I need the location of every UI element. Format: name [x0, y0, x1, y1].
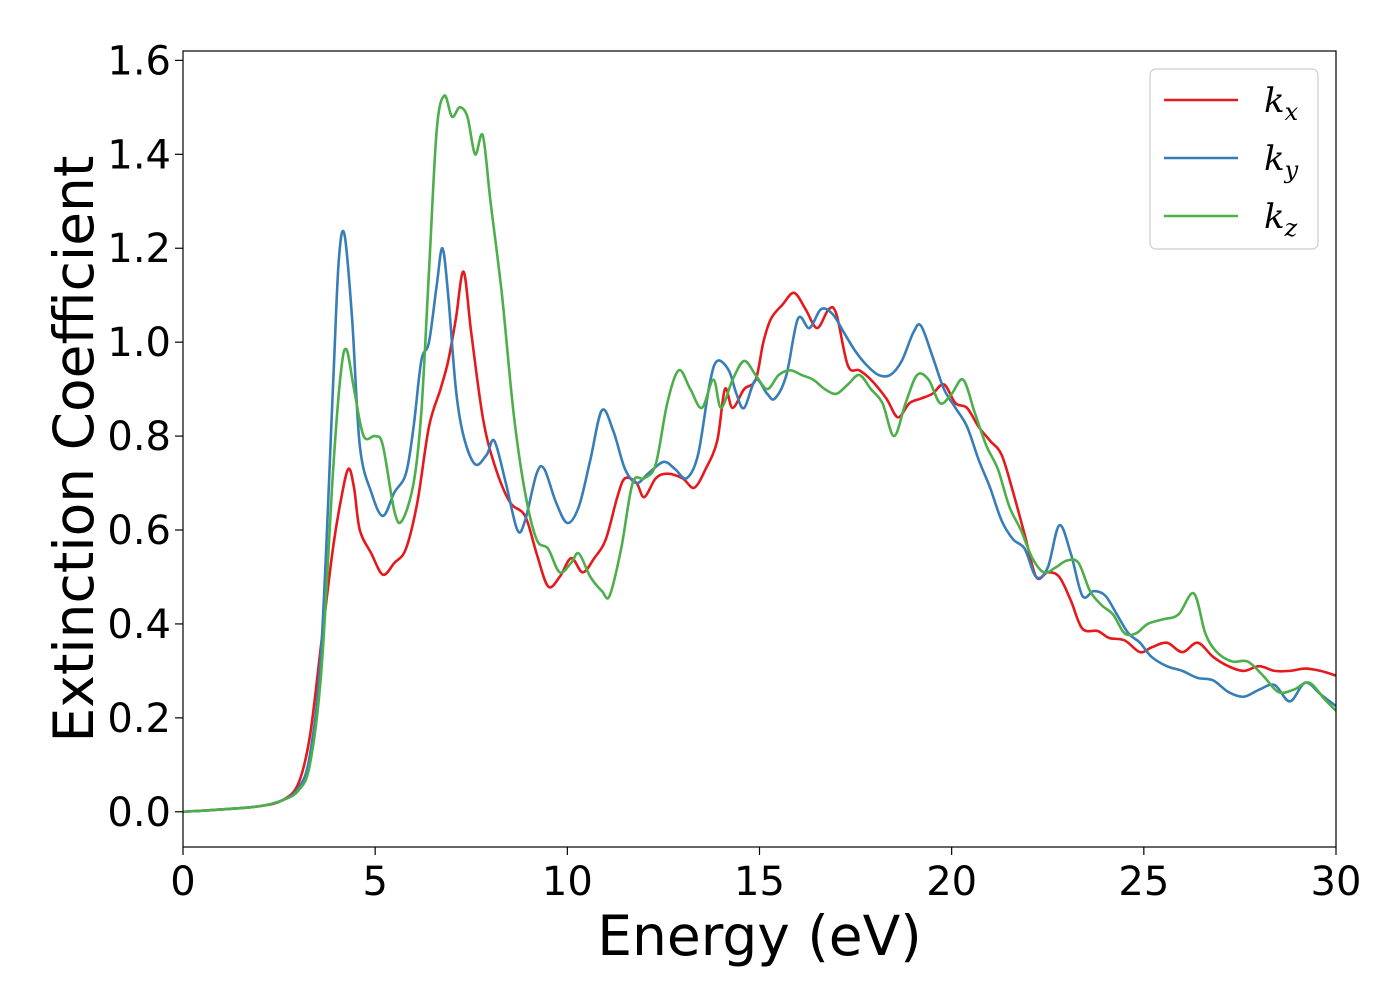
legend-label-ky: ky	[1264, 139, 1299, 184]
legend-label-base: k	[1264, 81, 1285, 121]
series-lines	[183, 94, 1336, 814]
legend-label-base: k	[1264, 197, 1285, 237]
legend-label-subscript: x	[1285, 98, 1299, 126]
y-tick-label: 0.8	[107, 414, 171, 460]
x-tick-label: 0	[170, 859, 195, 905]
legend-label-kx: kx	[1264, 81, 1299, 126]
y-tick-label: 1.4	[107, 132, 171, 178]
x-tick-label: 25	[1118, 859, 1169, 905]
y-tick-label: 1.2	[107, 226, 171, 272]
y-tick-label: 1.0	[107, 320, 171, 366]
y-tick-label: 0.2	[107, 696, 171, 742]
y-tick-label: 0.0	[107, 790, 171, 836]
y-axis-ticks: 0.0 0.2 0.4 0.6 0.8 1.0 1.2 1.4 1.6	[107, 38, 183, 836]
x-tick-label: 20	[926, 859, 977, 905]
series-line-kz	[183, 94, 1336, 814]
y-axis-label: Extinction Coefficient	[42, 156, 106, 743]
y-tick-label: 1.6	[107, 38, 171, 84]
series-line-ky	[183, 229, 1336, 814]
x-tick-label: 5	[362, 859, 387, 905]
x-tick-label: 30	[1311, 859, 1362, 905]
legend-label-kz: kz	[1264, 197, 1298, 242]
plot-area-frame	[182, 50, 1337, 848]
y-tick-label: 0.4	[107, 602, 171, 648]
x-axis-ticks: 0 5 10 15 20 25 30	[170, 847, 1361, 905]
x-axis-label: Energy (eV)	[597, 904, 921, 968]
legend-label-subscript: y	[1284, 156, 1299, 184]
series-line-kx	[183, 270, 1336, 814]
legend-label-base: k	[1264, 139, 1285, 179]
y-tick-label: 0.6	[107, 508, 171, 554]
x-tick-label: 10	[542, 859, 593, 905]
x-tick-label: 15	[734, 859, 785, 905]
legend-label-subscript: z	[1284, 214, 1298, 242]
